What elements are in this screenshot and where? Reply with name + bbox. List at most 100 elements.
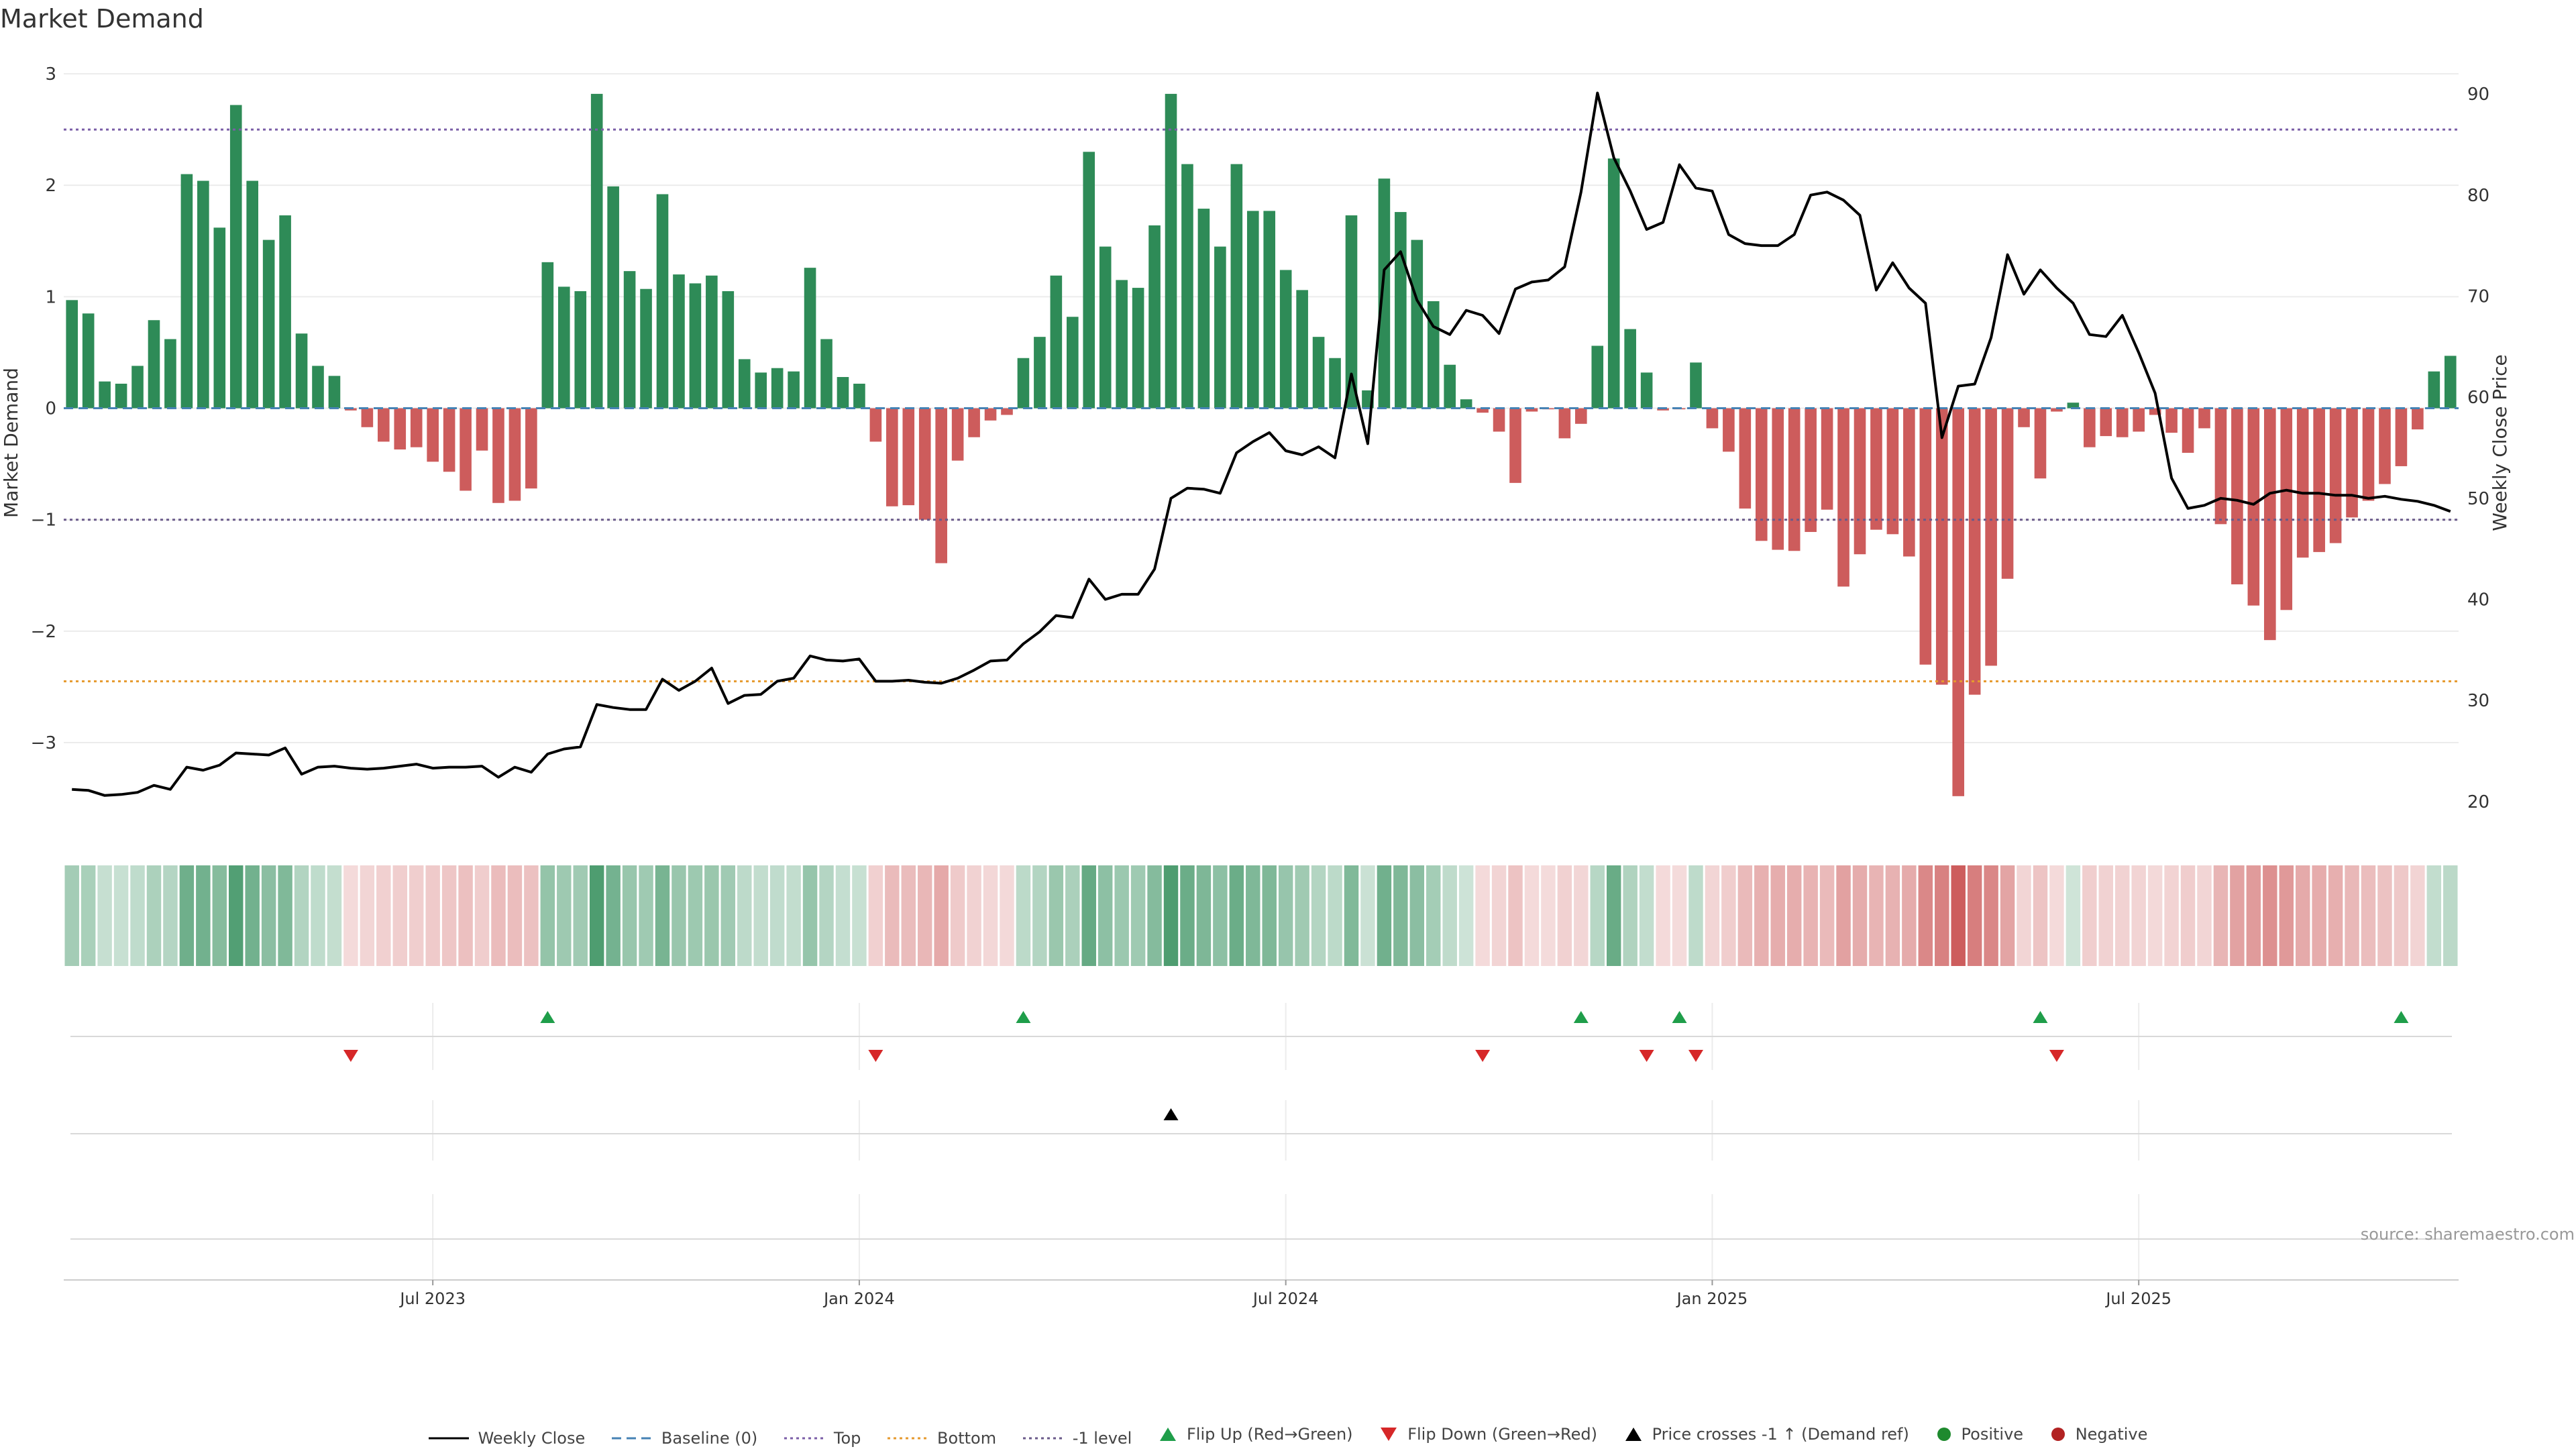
heatmap-cell <box>655 865 670 966</box>
demand-bar <box>1230 164 1243 409</box>
demand-bar <box>902 408 915 506</box>
heatmap-cell <box>2361 865 2376 966</box>
demand-bar <box>656 194 669 409</box>
demand-bar <box>1050 275 1063 409</box>
demand-bar <box>984 408 997 421</box>
heatmap-cell <box>868 865 883 966</box>
demand-bar <box>476 408 488 451</box>
demand-bar <box>2247 408 2260 606</box>
heatmap-cell <box>2164 865 2179 966</box>
demand-bar <box>1509 408 1521 483</box>
heatmap-cell <box>1688 865 1703 966</box>
demand-bar <box>1427 301 1440 409</box>
demand-bar <box>427 408 439 462</box>
legend-bottom: Bottom <box>888 1429 996 1448</box>
heatmap-cell <box>343 865 358 966</box>
heatmap-cell <box>1475 865 1490 966</box>
flip-down-marker <box>1475 1050 1491 1062</box>
demand-bar <box>1805 408 1817 532</box>
legend-top-swatch <box>784 1437 824 1440</box>
demand-bar <box>1460 399 1472 409</box>
heatmap-cell <box>835 865 851 966</box>
demand-bar <box>2263 408 2276 641</box>
legend-weekly-close: Weekly Close <box>428 1429 585 1448</box>
demand-bar <box>689 283 702 409</box>
heatmap-cell <box>688 865 703 966</box>
heatmap-cell <box>589 865 604 966</box>
heatmap-cell <box>1623 865 1638 966</box>
heatmap-cell <box>376 865 391 966</box>
legend-baseline-label: Baseline (0) <box>661 1429 758 1448</box>
heatmap-cell <box>1163 865 1179 966</box>
heatmap-cell <box>1902 865 1917 966</box>
demand-bar <box>820 339 833 409</box>
demand-bar <box>837 377 849 409</box>
flip-down-marker <box>343 1050 358 1062</box>
demand-bar <box>706 275 718 409</box>
chart-title: Market Demand <box>0 4 204 34</box>
heatmap-cell <box>1295 865 1309 966</box>
y-axis-label-right: Weekly Close Price <box>2489 354 2511 531</box>
heatmap-cell <box>441 865 457 966</box>
legend-positive-label: Positive <box>1961 1425 2024 1444</box>
demand-bar <box>229 105 242 409</box>
heatmap-cell <box>2213 865 2229 966</box>
heatmap-cell <box>573 865 588 966</box>
demand-bar <box>1723 408 1735 452</box>
x-axis: Jul 2023 Jan 2024 Jul 2024 Jan 2025 Jul 2025 <box>64 1194 2459 1308</box>
y-tick-label-left: −2 <box>31 622 56 642</box>
legend: Weekly Close Baseline (0) Top Bottom -1 … <box>0 1425 2576 1448</box>
heatmap-cell <box>2000 865 2015 966</box>
heatmap-cell <box>737 865 752 966</box>
source-note: source: sharemaestro.com <box>2361 1225 2575 1244</box>
heatmap-cell <box>229 865 244 966</box>
x-tick-label: Jul 2024 <box>1252 1289 1319 1308</box>
demand-bar <box>295 333 308 409</box>
demand-bar <box>557 286 570 409</box>
demand-bar <box>574 291 587 409</box>
heatmap-cell <box>2230 865 2245 966</box>
heatmap-cell <box>1377 865 1392 966</box>
heatmap-cell <box>819 865 834 966</box>
demand-bar <box>2444 356 2457 409</box>
demand-bar <box>541 262 554 409</box>
demand-bar <box>886 408 898 506</box>
y-tick-label-right: 30 <box>2467 691 2489 711</box>
demand-bar <box>1378 178 1391 409</box>
heatmap-cell <box>1737 865 1753 966</box>
heatmap-cell <box>64 865 79 966</box>
heatmap-cell <box>2033 865 2048 966</box>
demand-bar <box>82 313 95 409</box>
demand-bar <box>1640 372 1653 409</box>
demand-bar <box>1837 408 1849 587</box>
heatmap-cell <box>458 865 473 966</box>
y-tick-label-left: 1 <box>45 287 56 307</box>
heatmap-cell <box>934 865 949 966</box>
demand-bar <box>345 408 357 411</box>
demand-bar <box>1246 211 1259 409</box>
demand-bar <box>2034 408 2047 479</box>
heatmap-cell <box>1541 865 1556 966</box>
demand-bar <box>1411 239 1424 409</box>
heatmap-cell <box>1967 865 1982 966</box>
heatmap-cell <box>179 865 195 966</box>
heatmap-cell <box>769 865 785 966</box>
y-tick-label-right: 80 <box>2467 186 2489 206</box>
legend-top: Top <box>784 1429 861 1448</box>
heatmap-cell <box>885 865 900 966</box>
heatmap-cell <box>196 865 211 966</box>
demand-bar <box>869 408 882 442</box>
heatmap-cell <box>672 865 686 966</box>
demand-bar <box>1395 212 1407 409</box>
demand-bar <box>640 288 652 409</box>
weekly-close-polyline <box>72 91 2451 797</box>
heatmap-cell <box>146 865 162 966</box>
heatmap-cell <box>1426 865 1441 966</box>
demand-bar <box>1739 408 1752 509</box>
demand-bar <box>1935 408 1948 685</box>
demand-bar <box>1854 408 1866 555</box>
demand-bar <box>1558 408 1571 439</box>
demand-bar <box>148 320 160 409</box>
demand-bar <box>1575 408 1587 424</box>
